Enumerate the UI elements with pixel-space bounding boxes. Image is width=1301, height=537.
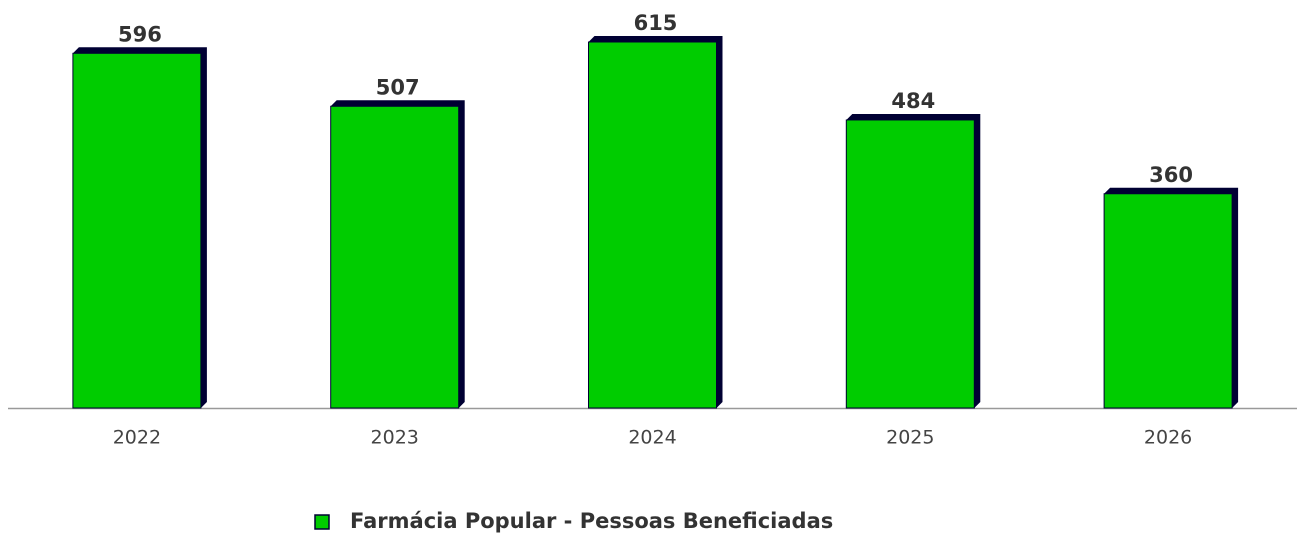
data-label: 596	[118, 22, 162, 46]
bar	[845, 119, 975, 409]
x-tick-label: 2022	[113, 427, 161, 449]
x-tick-label: 2026	[1144, 427, 1192, 449]
x-tick-label: 2025	[886, 427, 934, 449]
data-label: 615	[634, 11, 678, 35]
legend-label: Farmácia Popular - Pessoas Beneficiadas	[350, 509, 833, 533]
data-label: 484	[891, 89, 935, 113]
bar	[1103, 193, 1233, 409]
data-label: 360	[1149, 163, 1193, 187]
bar	[72, 52, 202, 409]
x-tick-label: 2024	[628, 427, 676, 449]
x-tick-label: 2023	[371, 427, 419, 449]
bar	[588, 41, 717, 409]
data-label: 507	[376, 75, 420, 99]
bar	[330, 105, 460, 409]
legend-swatch	[314, 514, 330, 530]
